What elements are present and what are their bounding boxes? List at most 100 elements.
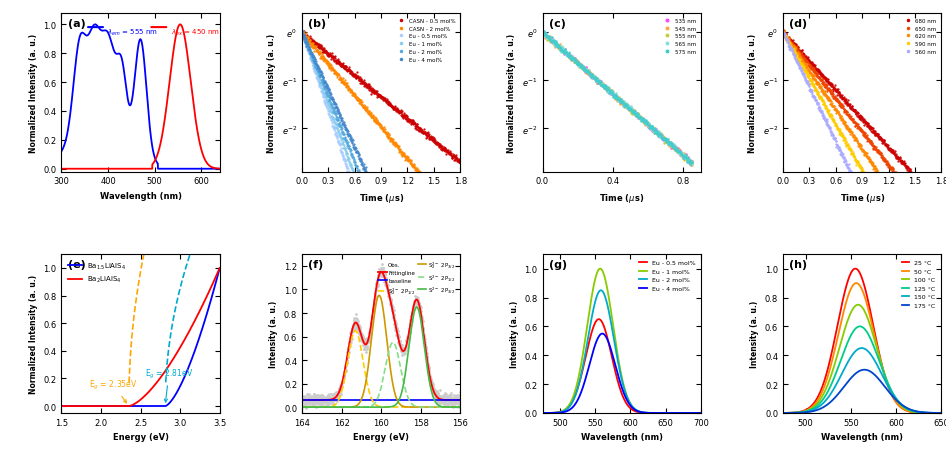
baseline [438,397,449,403]
680 nm [779,30,790,36]
575 nm [646,124,657,130]
590 nm [871,194,883,199]
535 nm [646,125,657,130]
Eu - 4 mol% [402,261,413,266]
555 nm [536,30,548,35]
Fittingline [376,269,387,275]
575 nm [538,29,550,34]
535 nm [586,74,597,80]
555 nm [645,125,657,131]
535 nm [555,47,567,52]
50 °C [854,283,866,288]
S$_2^{2-}$ 2P$_{3/2}$ [328,404,340,410]
175 °C [936,410,946,416]
Eu - 2 mol% [595,288,606,293]
555 nm [646,125,657,131]
X-axis label: Time ($\mu$s): Time ($\mu$s) [839,191,885,205]
Eu - 0.5 mol% [692,410,703,416]
Line: 125 °C: 125 °C [783,327,941,413]
X-axis label: Wavelength (nm): Wavelength (nm) [581,432,662,442]
50 °C [936,410,946,416]
620 nm [850,138,861,143]
Fittingline [438,397,449,403]
Eu - 4 mol% [667,410,678,416]
baseline [331,397,342,403]
Eu - 4 mol% [296,34,307,39]
125 °C [852,324,864,330]
25 °C [778,410,789,416]
Fittingline [391,326,402,331]
590 nm [850,156,861,161]
575 nm [685,162,696,167]
650 nm [806,65,817,70]
Text: $\lambda_{em}$ = 555 nm: $\lambda_{em}$ = 555 nm [108,28,158,38]
650 nm [818,82,830,88]
545 nm [596,82,607,88]
590 nm [818,101,830,107]
545 nm [686,162,697,167]
100 °C [932,410,943,416]
Eu - 1 mol% [667,410,678,416]
Legend: 680 nm, 650 nm, 620 nm, 590 nm, 560 nm: 680 nm, 650 nm, 620 nm, 590 nm, 560 nm [900,17,938,57]
Line: Ba$_2$LiAlS$_4$: Ba$_2$LiAlS$_4$ [61,269,219,406]
555 nm [596,82,607,87]
Eu - 1 mol% [612,354,623,360]
Line: Eu - 0.5 mol%: Eu - 0.5 mol% [301,32,461,459]
S$^{2-}$ 2P$_{1/2}$ [385,343,396,349]
Y-axis label: Normalized Intensity (a. u.): Normalized Intensity (a. u.) [28,274,38,393]
Eu - 1 mol% [415,353,427,358]
680 nm [806,61,817,67]
535 nm [645,124,657,129]
Fittingline [331,393,342,399]
545 nm [536,32,548,37]
175 °C [778,410,789,416]
X-axis label: Energy (eV): Energy (eV) [353,432,409,442]
590 nm [935,307,946,312]
baseline [328,397,340,403]
Eu - 0.5 mol% [415,387,427,393]
Eu - 2 mol% [692,410,703,416]
Eu - 2 mol% [667,410,678,416]
Line: 680 nm: 680 nm [782,32,942,208]
S$_2^{2-}$ 2P$_{3/2}$ [345,404,357,410]
590 nm [884,216,895,222]
Ba$_{1.5}$LiAlS$_4$ [209,283,220,288]
S$^{2-}$ 2P$_{1/2}$ [438,404,449,410]
150 °C [778,410,789,416]
555 nm [537,29,549,35]
Eu - 2 mol% [297,31,308,36]
50 °C [932,410,943,416]
50 °C [864,309,875,315]
680 nm [884,147,895,152]
555 nm [586,72,597,78]
Eu - 0.5 mol% [337,153,348,159]
680 nm [936,203,946,209]
Line: S$^{2-}$ 2P$_{1/2}$: S$^{2-}$ 2P$_{1/2}$ [302,343,461,407]
S$_2^{2-}$ 2P$_{3/2}$ [391,395,402,401]
Y-axis label: Normalized Intensity (a. u.): Normalized Intensity (a. u.) [748,34,757,152]
S$^{2-}$ 2P$_{3/2}$ [391,402,402,407]
S$^{2-}$ 2P$_{1/2}$ [296,404,307,410]
S$^{2-}$ 2P$_{1/2}$ [328,404,340,410]
Eu - 1 mol% [594,266,605,272]
175 °C [932,410,943,416]
Ba$_{1.5}$LiAlS$_4$ [64,403,76,409]
Fittingline [296,397,307,403]
Eu - 4 mol% [390,235,401,241]
Line: 560 nm: 560 nm [782,33,942,363]
545 nm [686,160,697,165]
150 °C [856,346,867,351]
Line: CASN - 0.5 mol%: CASN - 0.5 mol% [301,31,461,164]
S$_2^{2-}$ 2P$_{3/2}$ [385,367,396,373]
680 nm [778,31,789,36]
Line: 175 °C: 175 °C [783,370,941,413]
535 nm [685,162,696,168]
S$_2^{2-}$ 2P$_{1/2}$ [391,404,402,410]
CASN - 0.5 mol% [455,159,466,165]
Eu - 1 mol% [622,397,634,403]
100 °C [864,319,875,325]
Line: Eu - 4 mol%: Eu - 4 mol% [301,32,461,380]
Y-axis label: Normalized Intensity (a. u.): Normalized Intensity (a. u.) [507,34,517,152]
650 nm [871,148,883,154]
baseline [296,397,307,403]
